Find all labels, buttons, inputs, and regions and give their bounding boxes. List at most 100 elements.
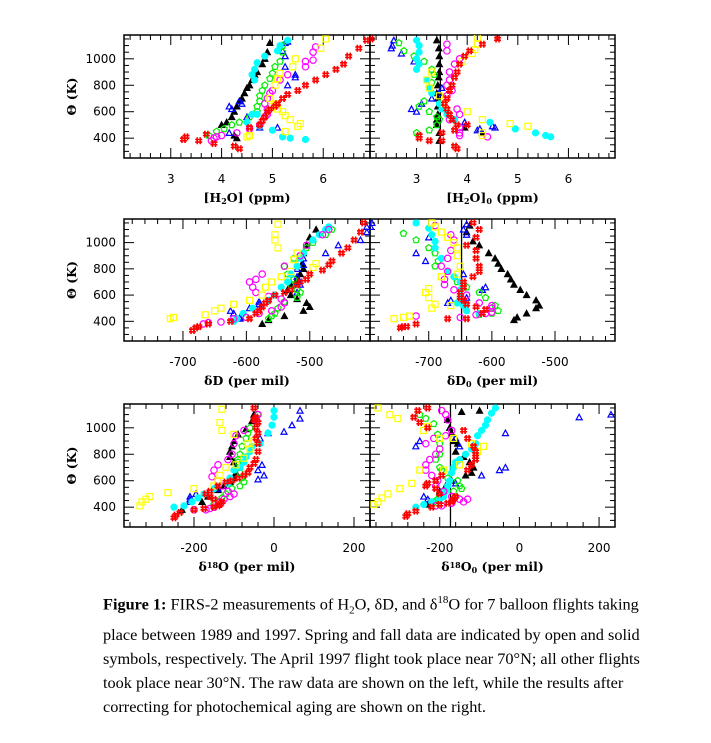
data-point-spring-magenta: [435, 445, 444, 453]
data-point-fall-black: [451, 447, 460, 455]
data-point-fall-red: [210, 139, 218, 147]
data-point-spring-blue: [255, 297, 264, 305]
series-spring-blue: [370, 219, 490, 307]
data-point-spring-blue: [607, 410, 615, 418]
data-point-spring-green: [424, 243, 433, 252]
y-tick-label: 600: [93, 105, 116, 119]
data-point-fall-cyan: [268, 421, 276, 429]
data-point-fall-red: [252, 456, 260, 464]
data-point-spring-yellow: [281, 127, 289, 136]
data-point-spring-green: [481, 293, 490, 301]
x-tick-label: -200: [180, 541, 207, 555]
y-tick-label: 800: [93, 262, 116, 276]
series-fall-red: [402, 404, 480, 520]
data-point-spring-blue: [257, 460, 267, 468]
data-point-fall-red: [443, 105, 451, 113]
data-point-spring-magenta: [450, 286, 458, 294]
data-point-spring-magenta: [437, 406, 446, 415]
data-point-spring-green: [268, 69, 277, 77]
data-point-spring-blue: [462, 219, 471, 228]
data-point-fall-cyan: [270, 407, 278, 415]
data-point-spring-magenta: [208, 472, 216, 481]
data-point-spring-blue: [226, 306, 235, 314]
data-point-spring-green: [238, 442, 246, 450]
x-tick-label: 6: [319, 172, 327, 186]
data-point-fall-red: [273, 100, 281, 108]
data-point-fall-cyan: [277, 283, 285, 291]
series-spring-blue: [226, 222, 370, 322]
data-point-spring-green: [425, 107, 434, 116]
data-point-spring-blue: [295, 414, 305, 422]
data-point-fall-black: [467, 468, 476, 476]
data-point-spring-magenta: [301, 62, 310, 71]
data-point-fall-black: [296, 269, 305, 278]
data-point-spring-yellow: [286, 116, 294, 124]
data-point-fall-red: [472, 246, 480, 254]
data-point-fall-red: [296, 278, 304, 286]
data-point-spring-blue: [283, 81, 292, 89]
y-tick-label: 800: [93, 78, 116, 92]
x-axis-label: [H2O]0 (ppm): [446, 190, 539, 206]
data-point-fall-cyan: [511, 125, 519, 133]
data-point-fall-red: [214, 482, 222, 490]
data-point-fall-red: [222, 478, 230, 486]
x-tick-label: -600: [233, 355, 260, 369]
x-axis-label: δD0 (per mil): [447, 373, 538, 389]
data-point-spring-blue: [491, 123, 500, 131]
data-point-fall-black: [522, 309, 531, 317]
x-tick-label: -700: [415, 355, 442, 369]
data-point-fall-red: [466, 47, 474, 55]
data-point-fall-cyan: [462, 450, 470, 458]
data-point-fall-cyan: [194, 494, 202, 502]
data-point-fall-red: [265, 296, 273, 304]
data-point-fall-black: [509, 315, 518, 324]
data-point-fall-red: [252, 424, 260, 432]
series-spring-yellow: [390, 219, 464, 323]
data-point-fall-red: [244, 469, 252, 477]
data-point-spring-green: [321, 230, 330, 238]
data-point-fall-red: [170, 514, 178, 522]
data-point-fall-red: [424, 424, 432, 432]
data-point-spring-green: [290, 275, 298, 283]
data-point-fall-cyan: [188, 498, 196, 506]
data-point-spring-blue: [412, 107, 421, 115]
data-point-spring-green: [455, 481, 464, 490]
data-point-spring-green: [264, 314, 273, 322]
data-point-fall-cyan: [446, 477, 454, 485]
data-point-fall-red: [453, 68, 461, 76]
data-point-fall-black: [461, 471, 470, 479]
series-fall-red: [179, 36, 370, 153]
data-point-fall-black: [299, 306, 308, 314]
data-point-spring-yellow: [291, 55, 299, 63]
data-point-fall-cyan: [253, 59, 261, 67]
data-point-fall-red: [470, 442, 478, 450]
data-point-fall-cyan: [486, 118, 494, 126]
data-point-fall-red: [246, 124, 254, 132]
data-point-fall-red: [443, 94, 451, 102]
data-point-fall-cyan: [431, 244, 439, 252]
y-axis-label: Θ (K): [64, 78, 79, 116]
data-point-spring-magenta: [277, 295, 286, 303]
data-point-spring-yellow: [437, 228, 445, 236]
x-axis-label: [H2O] (ppm): [203, 190, 290, 206]
y-tick-label: 1000: [85, 52, 116, 66]
data-point-spring-magenta: [443, 254, 452, 263]
data-point-spring-blue: [281, 51, 290, 60]
data-point-fall-red: [440, 100, 448, 108]
data-point-fall-cyan: [483, 416, 492, 424]
data-point-spring-green: [433, 430, 442, 438]
data-point-fall-cyan: [415, 41, 423, 50]
data-point-fall-black: [535, 301, 544, 309]
data-point-fall-red: [206, 493, 214, 501]
data-point-spring-yellow: [276, 69, 284, 77]
series-spring-blue: [411, 410, 615, 503]
data-point-fall-red: [337, 249, 345, 257]
data-point-spring-green: [271, 309, 279, 317]
data-point-fall-red: [250, 416, 258, 424]
data-point-spring-magenta: [212, 133, 221, 141]
x-tick-label: -200: [426, 541, 453, 555]
data-point-fall-red: [451, 126, 459, 134]
data-point-spring-magenta: [440, 280, 449, 289]
data-point-fall-red: [287, 286, 295, 294]
series-spring-yellow: [136, 405, 258, 510]
